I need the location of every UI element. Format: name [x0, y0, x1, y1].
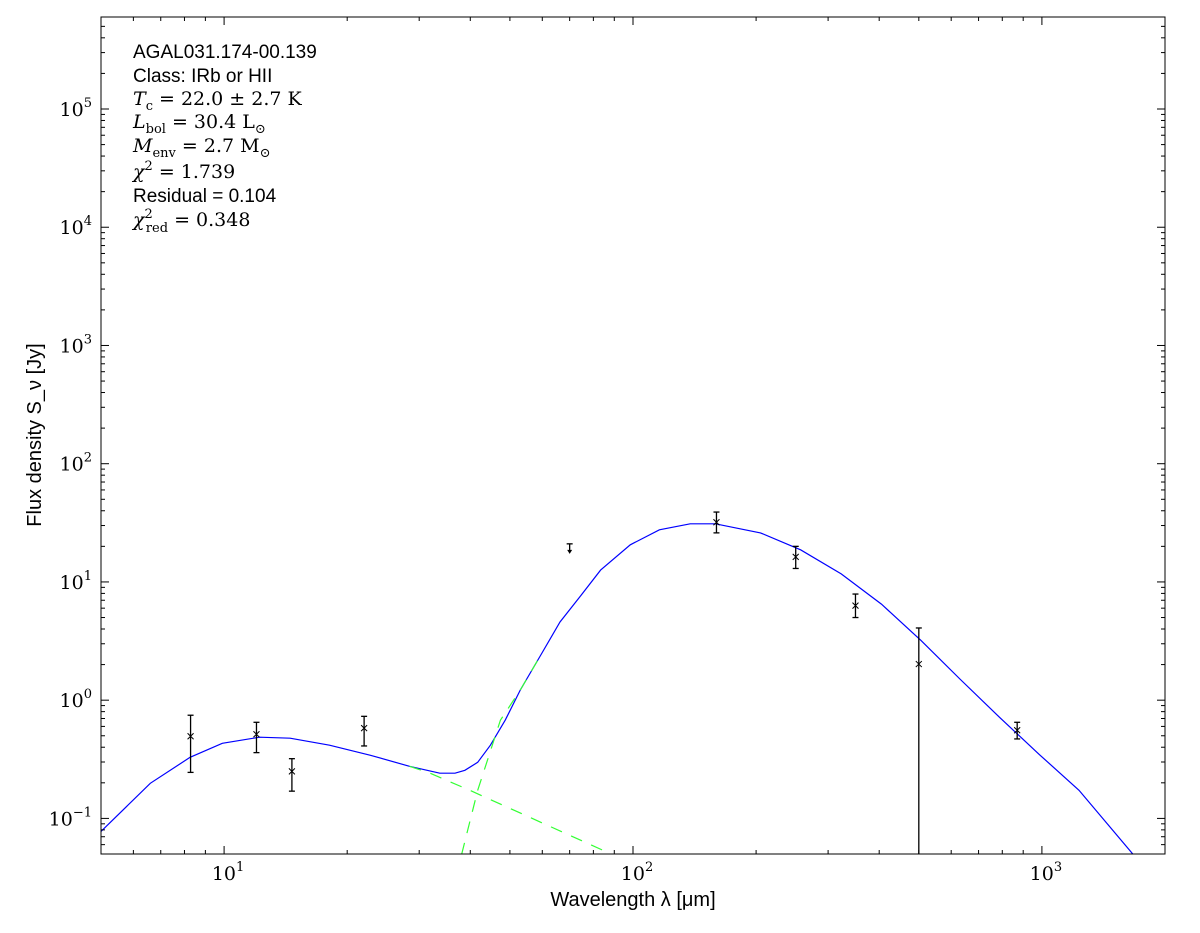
x-tick-label: 102	[621, 860, 653, 885]
tick-exponent: 1	[236, 860, 244, 875]
tick-base: 10	[60, 99, 84, 121]
math-value: = 0.348	[168, 209, 250, 231]
math-superscript: 2	[145, 159, 153, 174]
math-value: = 2.7 M	[176, 135, 260, 157]
tick-base: 10	[60, 335, 84, 357]
math-subscript: env	[152, 146, 176, 161]
annotation-math: Lbol = 30.4 L⊙	[132, 111, 266, 137]
tick-base: 10	[212, 863, 236, 885]
y-tick-label: 101	[60, 569, 92, 594]
data-point	[1013, 721, 1021, 740]
data-marker	[1013, 726, 1021, 734]
math-symbol: L	[132, 111, 146, 133]
math-symbol: χ	[131, 209, 146, 231]
x-tick-label: 101	[212, 860, 244, 885]
sun-symbol: ⊙	[255, 122, 266, 137]
tick-base: 10	[60, 572, 84, 594]
axis-ticks	[100, 16, 1166, 855]
model-curves	[101, 523, 1134, 854]
data-point	[792, 545, 800, 570]
tick-base: 10	[60, 217, 84, 239]
tick-exponent: 5	[84, 96, 92, 111]
tick-exponent: −1	[73, 805, 92, 820]
data-marker	[253, 730, 260, 738]
data-point	[360, 715, 368, 747]
annotation-text: Residual = 0.104	[133, 186, 277, 207]
y-tick-label: 10−1	[49, 805, 92, 830]
math-symbol: T	[133, 88, 147, 110]
upper-limit-arrow	[567, 549, 573, 554]
y-tick-label: 100	[60, 687, 92, 712]
y-tick-label: 103	[60, 332, 92, 357]
math-value: = 22.0 ± 2.7 K	[153, 88, 303, 110]
data-marker	[187, 732, 194, 740]
model-total-curve	[101, 523, 1134, 854]
math-symbol: M	[132, 135, 153, 157]
math-subscript: red	[146, 221, 168, 236]
x-tick-label: 103	[1030, 860, 1062, 885]
annotation-text: Class: IRb or HII	[133, 66, 272, 87]
data-marker	[852, 602, 859, 610]
tick-exponent: 1	[84, 569, 92, 584]
data-marker	[915, 660, 923, 668]
annotation-math: Tc = 22.0 ± 2.7 K	[133, 88, 303, 114]
math-superscript: 2	[145, 207, 153, 222]
math-symbol: χ	[131, 161, 146, 183]
annotation-math: Menv = 2.7 M⊙	[132, 135, 271, 161]
math-value: = 1.739	[153, 161, 235, 183]
math-subscript: c	[146, 99, 153, 114]
sun-symbol: ⊙	[260, 146, 271, 161]
annotation-math: χ2 = 1.739	[131, 159, 235, 183]
data-marker	[713, 518, 720, 526]
data-marker	[792, 553, 800, 561]
math-subscript: bol	[146, 122, 166, 137]
component-curve	[461, 654, 542, 854]
data-points	[187, 511, 1021, 854]
tick-exponent: 3	[1054, 860, 1062, 875]
plot-frame	[100, 16, 1166, 855]
y-tick-label: 104	[60, 214, 92, 239]
y-tick-label: 102	[60, 451, 92, 476]
x-axis-label: Wavelength λ [μm]	[550, 889, 715, 911]
data-point	[915, 627, 923, 854]
data-point	[288, 758, 296, 792]
y-axis-label: Flux density S_ν [Jy]	[24, 343, 46, 526]
data-point	[253, 721, 260, 754]
tick-exponent: 2	[645, 860, 653, 875]
tick-exponent: 0	[84, 687, 92, 702]
tick-base: 10	[1030, 863, 1054, 885]
data-point	[713, 511, 720, 534]
y-tick-label: 105	[60, 96, 92, 121]
annotation-text: AGAL031.174-00.139	[133, 42, 317, 63]
tick-exponent: 4	[84, 214, 92, 229]
data-marker	[288, 768, 296, 775]
data-point	[187, 714, 194, 774]
tick-base: 10	[60, 690, 84, 712]
data-marker	[360, 724, 368, 732]
component-curve	[409, 765, 613, 854]
math-value: = 30.4 L	[166, 111, 255, 133]
tick-base: 10	[49, 808, 73, 830]
tick-base: 10	[621, 863, 645, 885]
tick-base: 10	[60, 454, 84, 476]
upper-limit	[566, 543, 573, 554]
tick-exponent: 2	[84, 451, 92, 466]
tick-exponent: 3	[84, 332, 92, 347]
data-point	[852, 593, 859, 619]
annotation-math: χ2 red = 0.348	[131, 207, 250, 236]
